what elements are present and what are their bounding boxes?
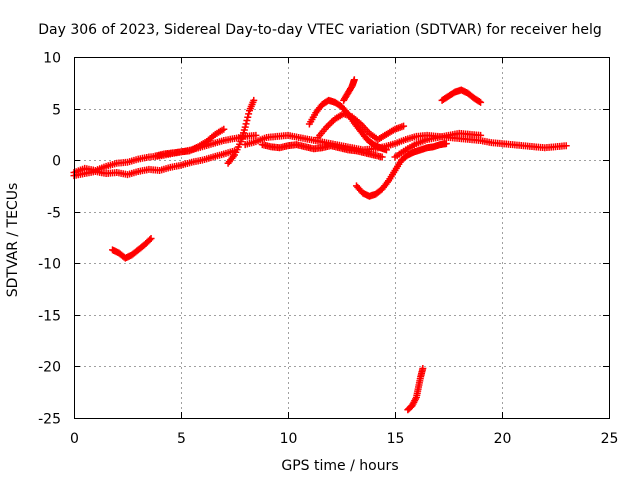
series-s2 — [70, 147, 238, 180]
data-point — [242, 120, 250, 128]
x-tick-label: 20 — [494, 431, 512, 447]
data-point — [378, 153, 386, 161]
y-tick-label: -20 — [38, 360, 61, 376]
x-tick-label: 10 — [280, 431, 298, 447]
series-s6 — [258, 141, 386, 161]
y-tick-label: -10 — [38, 257, 61, 273]
x-tick-label: 5 — [177, 431, 186, 447]
series-s8 — [314, 110, 408, 144]
series-s12 — [438, 86, 485, 106]
y-tick-label: 5 — [52, 103, 61, 119]
data-point — [243, 117, 251, 125]
y-tick-labels: 10 5 0 -5 -10 -15 -20 -25 — [38, 51, 61, 428]
series-s4 — [224, 96, 258, 167]
series-s10 — [352, 140, 450, 200]
y-tick-label: 0 — [52, 154, 61, 170]
data-point — [419, 364, 427, 372]
series-s13 — [109, 235, 155, 262]
data-point — [562, 142, 570, 150]
x-tick-labels: 0 5 10 15 20 25 — [70, 431, 618, 447]
data-point — [350, 76, 358, 84]
data-point — [241, 123, 249, 131]
series-s14 — [404, 364, 427, 414]
data-point — [477, 98, 485, 106]
data-point — [220, 125, 228, 133]
y-axis-label: SDTVAR / TECUs — [5, 183, 21, 298]
data-point — [146, 236, 154, 244]
series-s9 — [340, 76, 358, 104]
data-point — [442, 140, 450, 148]
data-point — [250, 96, 258, 104]
y-tick-label: -25 — [38, 412, 61, 428]
y-tick-label: -5 — [47, 206, 61, 222]
data-point — [475, 98, 483, 106]
x-tick-label: 0 — [70, 431, 79, 447]
data-points — [70, 76, 570, 414]
x-tick-label: 15 — [387, 431, 405, 447]
chart-title: Day 306 of 2023, Sidereal Day-to-day VTE… — [38, 22, 601, 38]
y-tick-label: 10 — [43, 51, 61, 67]
data-point — [147, 235, 155, 243]
data-point — [382, 146, 390, 154]
series-s3 — [151, 125, 228, 160]
data-point — [245, 110, 253, 118]
data-point — [400, 122, 408, 130]
x-tick-label: 25 — [601, 431, 619, 447]
series-s11 — [391, 129, 485, 161]
data-point — [252, 131, 260, 139]
x-axis-label: GPS time / hours — [281, 458, 398, 474]
data-point — [477, 131, 485, 139]
y-tick-label: -15 — [38, 309, 61, 325]
series-s7 — [305, 96, 390, 154]
plot-frame — [74, 57, 610, 419]
data-point — [244, 113, 252, 121]
